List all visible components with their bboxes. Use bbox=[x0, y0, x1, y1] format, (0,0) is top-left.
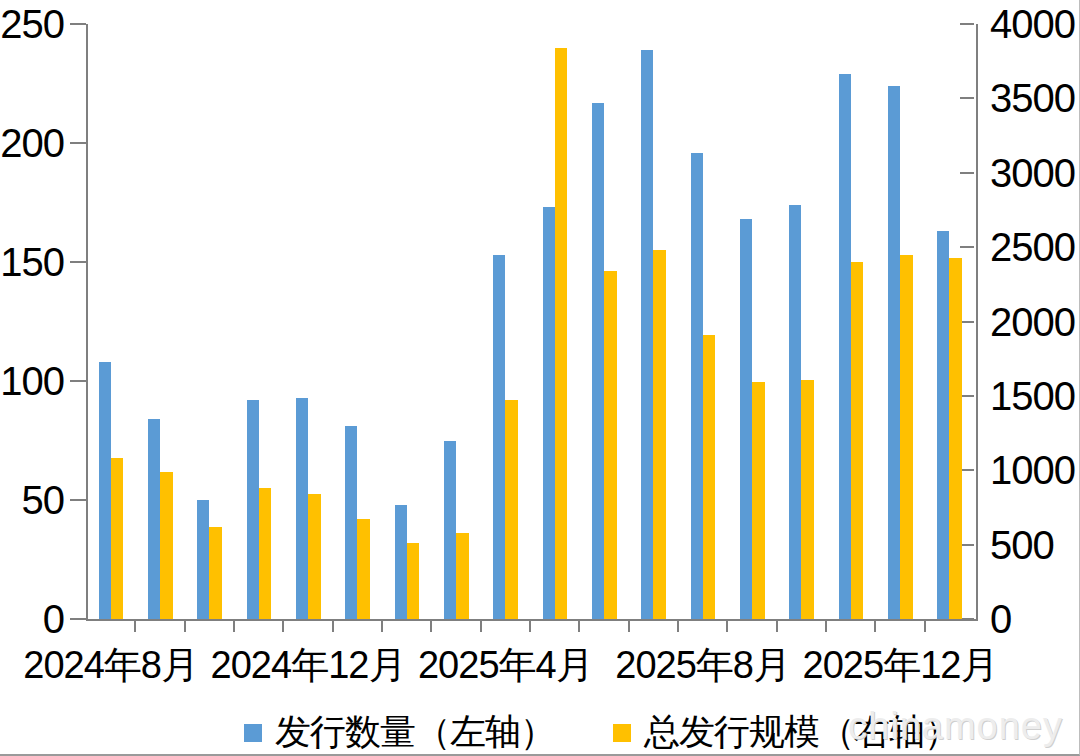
x-axis-tick-mark bbox=[480, 621, 482, 632]
bar-count-2025年12月 bbox=[888, 86, 900, 619]
left-axis-tick-mark bbox=[70, 618, 86, 620]
bar-count-2026年1月 bbox=[937, 231, 949, 619]
bar-scale-2024年10月 bbox=[209, 527, 222, 619]
bar-count-2024年10月 bbox=[197, 500, 209, 619]
bar-scale-2025年12月 bbox=[900, 255, 913, 619]
bar-scale-2025年4月 bbox=[505, 400, 518, 619]
bar-scale-2024年12月 bbox=[308, 494, 321, 619]
bar-scale-2024年8月 bbox=[111, 458, 124, 619]
bar-count-2025年3月 bbox=[444, 441, 456, 620]
x-axis-tick-mark bbox=[381, 621, 383, 632]
legend-swatch-blue bbox=[244, 724, 262, 742]
left-axis-tick-mark bbox=[70, 23, 86, 25]
x-axis-label-2025年12月: 2025年12月 bbox=[780, 640, 1020, 691]
watermark-chinamoney: chinamoney bbox=[848, 705, 1063, 748]
right-axis-tick-mark bbox=[960, 321, 974, 323]
x-axis-tick-mark bbox=[825, 621, 827, 632]
x-axis-tick-mark bbox=[332, 621, 334, 632]
right-axis-tick-mark bbox=[960, 172, 974, 174]
bar-scale-2025年1月 bbox=[357, 519, 370, 619]
bar-scale-2025年5月 bbox=[555, 48, 568, 619]
x-axis-tick-mark bbox=[184, 621, 186, 632]
bar-count-2025年5月 bbox=[543, 207, 555, 619]
bar-scale-2024年11月 bbox=[259, 488, 272, 619]
right-axis-tick-mark bbox=[960, 246, 974, 248]
x-axis-tick-mark bbox=[776, 621, 778, 632]
x-axis-tick-mark bbox=[233, 621, 235, 632]
bar-scale-2025年10月 bbox=[801, 380, 814, 619]
bar-count-2025年8月 bbox=[691, 153, 703, 619]
left-axis-tick-label: 100 bbox=[0, 357, 64, 405]
bar-scale-2025年3月 bbox=[456, 533, 469, 619]
bar-count-2025年11月 bbox=[839, 74, 851, 619]
x-axis-tick-mark bbox=[578, 621, 580, 632]
bar-scale-2025年8月 bbox=[703, 335, 716, 619]
left-axis-tick-mark bbox=[70, 261, 86, 263]
x-axis-tick-mark bbox=[628, 621, 630, 632]
dual-axis-bar-chart: 发行数量（左轴） 总发行规模（右轴） chinamoney 0501001502… bbox=[0, 0, 1080, 756]
bar-count-2025年10月 bbox=[789, 205, 801, 619]
right-axis-tick-label: 2500 bbox=[990, 223, 1080, 271]
bar-count-2025年6月 bbox=[592, 103, 604, 619]
bar-count-2024年9月 bbox=[148, 419, 160, 619]
left-axis-tick-mark bbox=[70, 499, 86, 501]
x-axis-tick-mark bbox=[134, 621, 136, 632]
right-axis-tick-label: 4000 bbox=[990, 0, 1080, 48]
right-axis-tick-label: 3500 bbox=[990, 74, 1080, 122]
bar-scale-2026年1月 bbox=[949, 258, 962, 619]
x-axis-tick-mark bbox=[677, 621, 679, 632]
x-axis-tick-mark bbox=[430, 621, 432, 632]
x-axis-tick-mark bbox=[282, 621, 284, 632]
left-axis-tick-label: 150 bbox=[0, 238, 64, 286]
x-axis-tick-mark bbox=[874, 621, 876, 632]
x-axis-tick-mark bbox=[529, 621, 531, 632]
bar-count-2025年1月 bbox=[345, 426, 357, 619]
left-axis-tick-mark bbox=[70, 380, 86, 382]
bar-count-2025年4月 bbox=[493, 255, 505, 619]
right-axis-tick-mark bbox=[960, 23, 974, 25]
legend-item-issuance-count: 发行数量（左轴） bbox=[244, 708, 555, 756]
right-axis-tick-mark bbox=[960, 97, 974, 99]
left-axis-tick-label: 50 bbox=[0, 476, 64, 524]
right-axis-tick-label: 2000 bbox=[990, 298, 1080, 346]
x-axis-tick-mark bbox=[924, 621, 926, 632]
bar-count-2024年11月 bbox=[247, 400, 259, 619]
left-axis-tick-label: 200 bbox=[0, 119, 64, 167]
bar-scale-2025年11月 bbox=[851, 262, 864, 619]
right-axis-tick-mark bbox=[960, 395, 974, 397]
bar-scale-2024年9月 bbox=[160, 472, 173, 619]
right-axis-tick-label: 1500 bbox=[990, 372, 1080, 420]
right-axis-tick-mark bbox=[960, 544, 974, 546]
right-axis-tick-label: 500 bbox=[990, 521, 1080, 569]
right-axis-tick-label: 3000 bbox=[990, 149, 1080, 197]
bar-count-2025年2月 bbox=[395, 505, 407, 619]
legend-label-issuance-count: 发行数量（左轴） bbox=[275, 708, 555, 756]
left-axis-tick-mark bbox=[70, 142, 86, 144]
legend-swatch-yellow bbox=[613, 724, 631, 742]
bar-scale-2025年7月 bbox=[653, 250, 666, 619]
bar-count-2024年12月 bbox=[296, 398, 308, 619]
right-axis-tick-mark bbox=[960, 469, 974, 471]
right-axis-tick-label: 1000 bbox=[990, 446, 1080, 494]
left-axis-tick-label: 250 bbox=[0, 0, 64, 48]
bar-count-2024年8月 bbox=[99, 362, 111, 619]
right-axis-tick-label: 0 bbox=[990, 595, 1080, 643]
bar-scale-2025年6月 bbox=[604, 271, 617, 619]
bar-scale-2025年2月 bbox=[407, 543, 420, 619]
x-axis-tick-mark bbox=[726, 621, 728, 632]
bar-count-2025年7月 bbox=[641, 50, 653, 619]
bar-count-2025年9月 bbox=[740, 219, 752, 619]
bar-scale-2025年9月 bbox=[752, 382, 765, 619]
left-axis-tick-label: 0 bbox=[0, 595, 64, 643]
right-axis-tick-mark bbox=[960, 618, 974, 620]
